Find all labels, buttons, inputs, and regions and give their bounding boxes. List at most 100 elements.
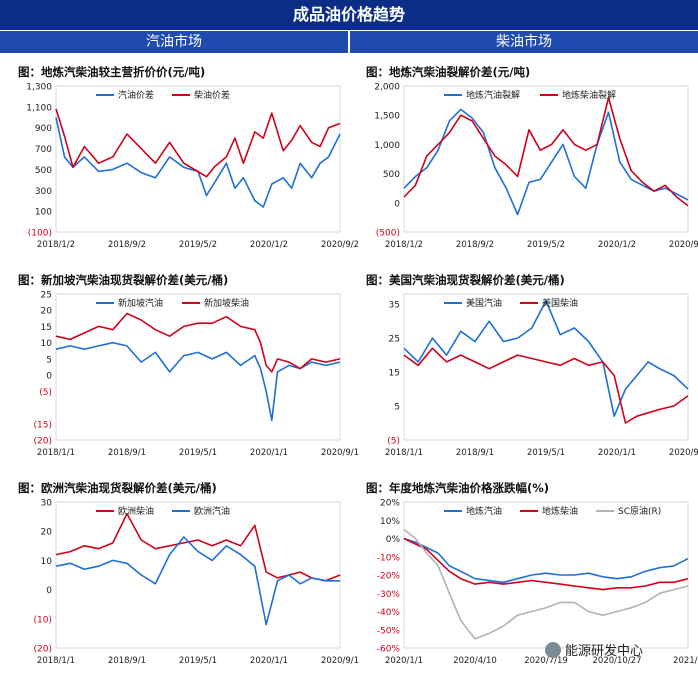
legend-label: 汽油价差: [118, 89, 154, 101]
series-line: [55, 108, 341, 178]
y-tick-label: 0: [46, 586, 52, 596]
legend-label: 柴油价差: [194, 89, 230, 101]
y-tick-label: 1,300: [26, 83, 52, 93]
series-line: [403, 347, 689, 424]
y-tick-label: 1,000: [374, 141, 400, 151]
y-tick-label: -60%: [377, 645, 401, 655]
series-line: [403, 537, 689, 591]
x-tick-label: 2020/9/2: [669, 240, 698, 250]
y-tick-label: 2,000: [374, 83, 400, 93]
x-tick-label: 2019/5/1: [179, 656, 217, 666]
y-tick-label: (5): [387, 437, 400, 447]
legend-label: 美国柴油: [542, 297, 578, 309]
plot-frame: [403, 85, 689, 233]
x-tick-label: 2020/1/2: [250, 240, 288, 250]
chart-title: 图：美国汽柴油现货裂解价差(美元/桶): [366, 273, 565, 287]
y-tick-label: 30: [41, 499, 53, 509]
chart-panel-p6: 图：年度地炼汽柴油价格涨跌幅(%) 20% 10% 0% -10% -20% -30% -4…: [366, 480, 698, 676]
series-line: [55, 117, 341, 208]
y-tick-label: 5: [394, 403, 400, 413]
chart-panel-p1: 图：地炼汽柴油较主营折价价(元/吨) 1,300 1,100 900 700 500 30…: [18, 64, 359, 260]
x-tick-label: 2019/5/1: [527, 448, 565, 458]
y-tick-label: (10): [34, 615, 52, 625]
chart-title: 图：年度地炼汽柴油价格涨跌幅(%): [366, 481, 550, 495]
chart-panel-p2: 图：地炼汽柴油裂解价差(元/吨) 2,000 1,500 1,000 500 0 (500…: [366, 64, 698, 260]
y-tick-label: 10%: [380, 517, 400, 527]
series-line: [55, 536, 340, 626]
y-tick-label: 0: [394, 199, 400, 209]
legend-label: 欧洲柴油: [118, 505, 154, 517]
series-line: [403, 299, 689, 417]
x-tick-label: 2020/1/1: [598, 448, 636, 458]
x-tick-label: 2019/5/2: [179, 240, 217, 250]
x-tick-label: 2020/9/1: [321, 448, 359, 458]
y-tick-label: (15): [34, 420, 52, 430]
legend-label: SC原油(R): [618, 505, 661, 517]
chart-svg: 25 20 15 10 5 0 (5) (15) (20)2018/1/1 2018/9/1 201…: [34, 291, 360, 459]
x-tick-label: 2020/9/2: [321, 240, 359, 250]
watermark-text: 能源研发中心: [565, 644, 644, 659]
x-tick-label: 2018/1/1: [37, 656, 75, 666]
x-tick-label: 2020/1/1: [250, 656, 288, 666]
x-tick-label: 2018/1/2: [37, 240, 75, 250]
legend-label: 地炼柴油: [542, 505, 578, 517]
y-tick-label: 25: [41, 291, 52, 301]
legend-label: 新加坡汽油: [118, 297, 163, 309]
x-tick-label: 2020/1/1: [250, 448, 288, 458]
x-tick-label: 2018/9/2: [456, 240, 494, 250]
y-tick-label: -20%: [377, 572, 401, 582]
x-tick-label: 2020/1/2: [598, 240, 636, 250]
y-tick-label: 15: [41, 323, 52, 333]
gasoline-section-header: 汽油市场: [0, 30, 348, 53]
plot-frame: [403, 293, 689, 441]
chart-title: 图：新加坡汽柴油现货裂解价差(美元/桶): [18, 273, 229, 287]
x-tick-label: 2018/1/1: [37, 448, 75, 458]
chart-title: 图：欧洲汽柴油现货裂解价差(美元/桶): [18, 481, 217, 495]
y-tick-label: 25: [389, 335, 400, 345]
x-tick-label: 2020/7/19: [524, 656, 568, 666]
chart-svg: 20% 10% 0% -10% -20% -30% -40% -50% -60%2020/1/1…: [377, 499, 698, 667]
legend-label: 新加坡柴油: [204, 297, 249, 309]
chart-svg: 30 20 10 0 (10) (20)2018/1/1 2018/9/1 2019/5/1 2…: [34, 499, 360, 667]
legend-label: 美国汽油: [466, 297, 502, 309]
chart-title: 图：地炼汽柴油较主营折价价(元/吨): [18, 65, 206, 79]
plot-frame: [55, 85, 341, 233]
y-tick-label: 1,500: [374, 112, 400, 122]
x-tick-label: 2018/9/1: [108, 448, 146, 458]
y-tick-label: 500: [383, 170, 400, 180]
chart-title: 图：地炼汽柴油裂解价差(元/吨): [366, 65, 531, 79]
y-tick-label: 500: [35, 166, 52, 176]
wechat-icon: [545, 642, 561, 658]
x-tick-label: 2019/5/1: [179, 448, 217, 458]
y-tick-label: -40%: [377, 608, 401, 618]
y-tick-label: -50%: [377, 626, 401, 636]
y-tick-label: 10: [41, 557, 53, 567]
page-banner-title: 成品油价格趋势: [0, 0, 698, 30]
series-line: [55, 341, 341, 422]
y-tick-label: 35: [389, 301, 400, 311]
y-tick-label: 900: [35, 124, 52, 134]
chart-panel-p3: 图：新加坡汽柴油现货裂解价差(美元/桶) 25 20 15 10 5 0 (5) (15) (2…: [18, 272, 360, 468]
chart-svg: 1,300 1,100 900 700 500 300 100 (100)2018/1/2 20…: [26, 83, 359, 251]
chart-svg: 35 25 15 5 (5)2018/1/1 2018/9/1 2019/5/1 2020/1…: [385, 293, 698, 458]
series-line: [55, 512, 341, 582]
x-tick-label: 2018/9/2: [108, 240, 146, 250]
x-tick-label: 2019/5/2: [527, 240, 565, 250]
y-tick-label: 10: [41, 339, 53, 349]
series-line: [403, 108, 689, 216]
y-tick-label: -10%: [377, 553, 401, 563]
x-tick-label: 2021/2: [673, 656, 698, 666]
chart-svg: 2,000 1,500 1,000 500 0 (500)2018/1/2 2018/9/2…: [374, 83, 698, 251]
x-tick-label: 2018/1/2: [385, 240, 423, 250]
y-tick-label: -30%: [377, 590, 401, 600]
y-tick-label: 100: [35, 208, 52, 218]
diesel-section-header: 柴油市场: [350, 30, 698, 53]
y-tick-label: (5): [39, 388, 52, 398]
series-line: [403, 96, 689, 207]
y-tick-label: (500): [376, 229, 400, 239]
x-tick-label: 2020/10/27: [593, 656, 642, 666]
legend-label: 地炼柴油裂解: [562, 89, 616, 101]
x-tick-label: 2018/9/1: [456, 448, 494, 458]
series-line: [403, 537, 689, 584]
x-tick-label: 2020/9/1: [321, 656, 359, 666]
